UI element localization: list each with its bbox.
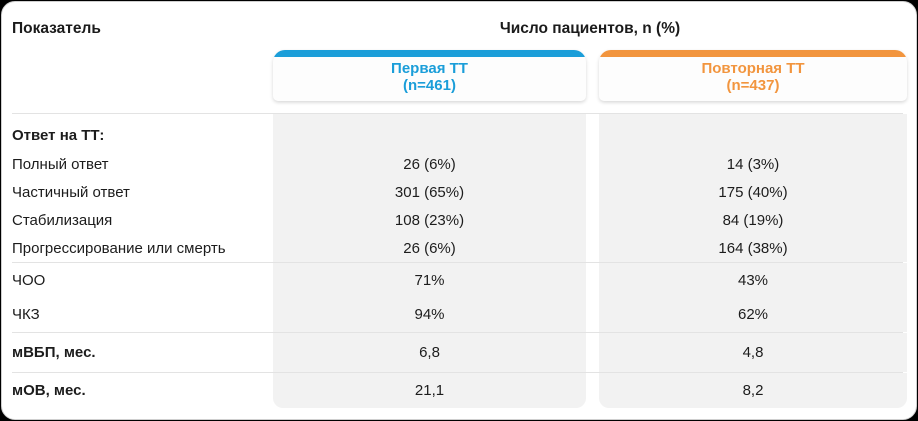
cell-value: 71% xyxy=(273,263,586,298)
repeat-tt-accent-bar xyxy=(599,50,907,57)
row-label: Прогрессирование или смерть xyxy=(12,239,226,257)
row-label: Частичный ответ xyxy=(12,183,130,201)
row-label: ЧКЗ xyxy=(12,306,40,324)
cell-value: 175 (40%) xyxy=(599,178,907,206)
table-section: мВБП, мес. 6,8 4,8 xyxy=(12,332,907,372)
cell-value: 43% xyxy=(599,263,907,298)
table-row: ЧКЗ 94% 62% xyxy=(12,297,907,332)
table-row: мОВ, мес. 21,1 8,2 xyxy=(12,373,907,408)
row-label: Полный ответ xyxy=(12,155,109,173)
table-row: ЧОО 71% 43% xyxy=(12,263,907,298)
cell-value: 84 (19%) xyxy=(599,206,907,234)
table-row: мВБП, мес. 6,8 4,8 xyxy=(12,333,907,372)
cell-value: 108 (23%) xyxy=(273,206,586,234)
cell-value: 8,2 xyxy=(599,373,907,408)
table-row: Ответ на ТТ: xyxy=(12,114,907,150)
table-row: Прогрессирование или смерть 26 (6%) 164 (3… xyxy=(12,234,907,262)
cell-value: 62% xyxy=(599,297,907,332)
column-headers-row: Первая ТТ (n=461) Повторная ТТ (n=437) xyxy=(12,50,907,101)
row-label: ЧОО xyxy=(12,271,46,289)
column-headers-spacer xyxy=(12,50,260,101)
repeat-tt-header-text: Повторная ТТ (n=437) xyxy=(599,57,907,94)
table-section: мОВ, мес. 21,1 8,2 xyxy=(12,372,907,408)
row-header-title: Показатель xyxy=(12,20,101,37)
first-tt-name: Первая ТТ xyxy=(391,60,468,77)
table-title-row: Показатель Число пациентов, n (%) xyxy=(12,2,903,50)
table-section: Ответ на ТТ: Полный ответ 26 (6%) 14 (3%) Ча… xyxy=(12,113,907,262)
cell-value: 4,8 xyxy=(599,333,907,372)
first-tt-n-count: (n=461) xyxy=(403,76,456,94)
column-header-first-tt: Первая ТТ (n=461) xyxy=(273,50,586,101)
cell-value xyxy=(273,114,586,150)
cell-value: 14 (3%) xyxy=(599,150,907,178)
cell-value: 26 (6%) xyxy=(273,234,586,262)
row-label: мОВ, мес. xyxy=(12,382,86,399)
table-row: Полный ответ 26 (6%) 14 (3%) xyxy=(12,150,907,178)
row-label: мВБП, мес. xyxy=(12,344,96,361)
table-row: Частичный ответ 301 (65%) 175 (40%) xyxy=(12,178,907,206)
cell-value: 26 (6%) xyxy=(273,150,586,178)
column-header-repeat-tt: Повторная ТТ (n=437) xyxy=(599,50,907,101)
table-row: Стабилизация 108 (23%) 84 (19%) xyxy=(12,206,907,234)
table-section: ЧОО 71% 43% ЧКЗ 94% 62% xyxy=(12,262,907,332)
cell-value: 94% xyxy=(273,297,586,332)
cell-value: 301 (65%) xyxy=(273,178,586,206)
repeat-tt-n-count: (n=437) xyxy=(726,76,780,94)
first-tt-accent-bar xyxy=(273,50,586,57)
repeat-tt-name: Повторная ТТ xyxy=(701,60,805,77)
first-tt-header-text: Первая ТТ (n=461) xyxy=(273,57,586,94)
cell-value: 6,8 xyxy=(273,333,586,372)
table-body: Ответ на ТТ: Полный ответ 26 (6%) 14 (3%) Ча… xyxy=(12,113,907,408)
row-label: Ответ на ТТ: xyxy=(12,127,105,144)
row-label: Стабилизация xyxy=(12,211,113,229)
cell-value: 21,1 xyxy=(273,373,586,408)
cell-value: 164 (38%) xyxy=(599,234,907,262)
cell-value xyxy=(599,114,907,150)
patients-count-title: Число пациентов, n (%) xyxy=(499,20,681,37)
